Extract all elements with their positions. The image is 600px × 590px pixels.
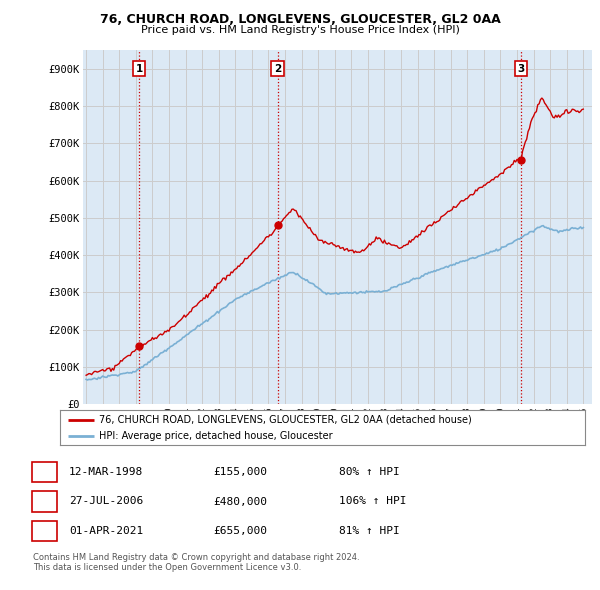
Text: 1: 1 [41,467,48,477]
Text: Contains HM Land Registry data © Crown copyright and database right 2024.: Contains HM Land Registry data © Crown c… [33,553,359,562]
Text: £155,000: £155,000 [213,467,267,477]
Text: 27-JUL-2006: 27-JUL-2006 [69,497,143,506]
Text: 2: 2 [274,64,281,74]
Text: £655,000: £655,000 [213,526,267,536]
Text: This data is licensed under the Open Government Licence v3.0.: This data is licensed under the Open Gov… [33,563,301,572]
Text: Price paid vs. HM Land Registry's House Price Index (HPI): Price paid vs. HM Land Registry's House … [140,25,460,35]
Text: 76, CHURCH ROAD, LONGLEVENS, GLOUCESTER, GL2 0AA (detached house): 76, CHURCH ROAD, LONGLEVENS, GLOUCESTER,… [100,415,472,425]
Text: 01-APR-2021: 01-APR-2021 [69,526,143,536]
Text: 2: 2 [41,497,48,506]
Text: 3: 3 [41,526,48,536]
Text: HPI: Average price, detached house, Gloucester: HPI: Average price, detached house, Glou… [100,431,333,441]
Text: 76, CHURCH ROAD, LONGLEVENS, GLOUCESTER, GL2 0AA: 76, CHURCH ROAD, LONGLEVENS, GLOUCESTER,… [100,13,500,26]
Text: 81% ↑ HPI: 81% ↑ HPI [339,526,400,536]
Text: £480,000: £480,000 [213,497,267,506]
Text: 12-MAR-1998: 12-MAR-1998 [69,467,143,477]
Text: 80% ↑ HPI: 80% ↑ HPI [339,467,400,477]
Text: 3: 3 [518,64,525,74]
Text: 106% ↑ HPI: 106% ↑ HPI [339,497,407,506]
Text: 1: 1 [136,64,143,74]
